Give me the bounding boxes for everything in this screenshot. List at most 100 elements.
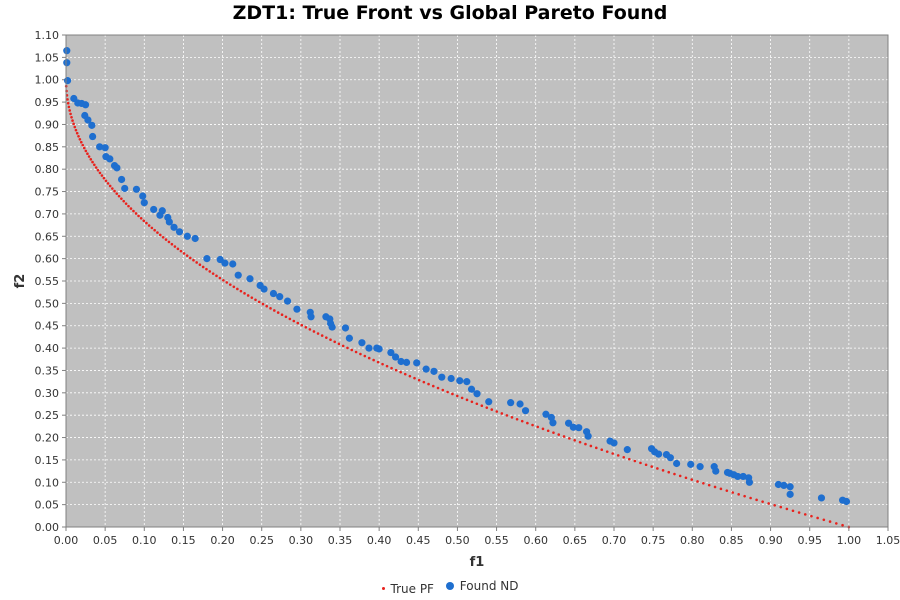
true-pf-point (320, 334, 324, 337)
true-pf-point (222, 278, 225, 282)
true-pf-point (546, 429, 550, 433)
true-pf-point (835, 522, 838, 525)
found-nd-point (81, 101, 90, 109)
true-pf-point (684, 476, 688, 480)
true-pf-point (124, 202, 128, 205)
found-nd-point (283, 297, 292, 305)
true-pf-point (441, 388, 445, 392)
found-nd-point (687, 460, 695, 468)
x-tick-label: 0.30 (289, 534, 314, 547)
true-pf-point (108, 184, 112, 188)
found-nd-point (132, 185, 141, 193)
true-pf-point (75, 131, 79, 135)
found-nd-point (696, 463, 704, 471)
true-pf-point (79, 140, 83, 144)
true-pf-point (605, 450, 609, 453)
found-nd-point (101, 144, 109, 152)
true-pf-point (589, 444, 593, 448)
true-pf-point (381, 362, 384, 366)
found-nd-point (786, 483, 794, 491)
plot-border (65, 34, 889, 528)
found-nd-point (447, 374, 455, 383)
x-tick-label: 1.00 (837, 534, 862, 547)
true-pf-point (431, 384, 435, 388)
true-pf-point (465, 398, 469, 402)
true-pf-point (713, 485, 717, 489)
true-pf-point (312, 330, 316, 333)
found-nd-point (463, 378, 471, 386)
true-pf-point (300, 323, 304, 327)
true-pf-point (153, 228, 156, 232)
true-pf-point (584, 442, 587, 446)
true-pf-point (690, 478, 694, 481)
found-nd-point (623, 446, 631, 454)
found-nd-point (473, 390, 481, 398)
true-pf-point (173, 245, 177, 248)
true-pf-point (150, 226, 154, 230)
found-nd-point (229, 260, 237, 268)
found-nd-point (467, 385, 476, 393)
true-pf-point (161, 235, 165, 239)
true-pf-point (436, 386, 440, 390)
true-pf-point (137, 214, 140, 218)
true-pf-point (208, 270, 212, 273)
x-tick-label: 0.10 (132, 534, 157, 547)
found-nd-point (564, 419, 573, 427)
true-pf-point (84, 149, 88, 153)
found-nd-point (307, 313, 315, 321)
true-pf-point (167, 240, 171, 244)
found-nd-point (569, 423, 577, 431)
true-pf-point (179, 249, 183, 253)
true-pf-point (562, 435, 566, 438)
y-tick-label: 0.80 (35, 163, 60, 176)
found-nd-point (745, 478, 754, 486)
true-pf-point (218, 276, 222, 280)
true-pf-point (257, 300, 261, 304)
found-nd-point (430, 367, 438, 375)
plot-area (66, 35, 888, 527)
true-pf-point (661, 469, 665, 472)
found-nd-point (328, 323, 336, 331)
true-pf-point (413, 376, 416, 380)
x-tick-label: 0.15 (171, 534, 196, 547)
true-pf-point (176, 247, 180, 251)
true-pf-point (70, 116, 73, 119)
true-pf-point (333, 340, 337, 344)
true-pf-point (536, 425, 540, 429)
true-pf-point (170, 242, 174, 246)
true-pf-point (232, 285, 236, 289)
y-tick-label: 0.15 (35, 454, 60, 467)
true-pf-point (122, 199, 126, 203)
true-pf-point (568, 437, 571, 440)
found-nd-point (521, 407, 530, 415)
y-tick-label: 0.40 (35, 342, 60, 355)
found-nd-point (456, 377, 464, 385)
found-nd-point (150, 205, 158, 214)
true-pf-point (475, 402, 479, 406)
found-nd-point (117, 175, 126, 184)
true-pf-point (639, 461, 642, 465)
true-pf-point (236, 287, 239, 291)
true-pf-point (667, 470, 671, 474)
found-nd-point (269, 289, 278, 298)
true-pf-point (417, 378, 421, 382)
true-pf-point (616, 454, 620, 457)
true-pf-point (292, 319, 296, 323)
true-pf-point (359, 352, 362, 356)
true-pf-point (541, 427, 545, 431)
true-pf-point (158, 233, 162, 237)
true-pf-point (104, 179, 108, 183)
true-pf-point (594, 446, 598, 450)
true-pf-point (225, 281, 229, 284)
true-pf-point (280, 313, 284, 316)
true-pf-point (678, 474, 682, 478)
y-tick-label: 0.55 (35, 275, 60, 288)
true-pf-point (182, 252, 186, 255)
true-pf-point (69, 112, 72, 116)
found-nd-point (170, 223, 178, 231)
true-pf-point (337, 342, 341, 346)
true-pf-point (120, 197, 123, 200)
true-pf-point (470, 400, 474, 404)
true-pf-point (427, 382, 430, 386)
found-nd-point (276, 293, 284, 301)
